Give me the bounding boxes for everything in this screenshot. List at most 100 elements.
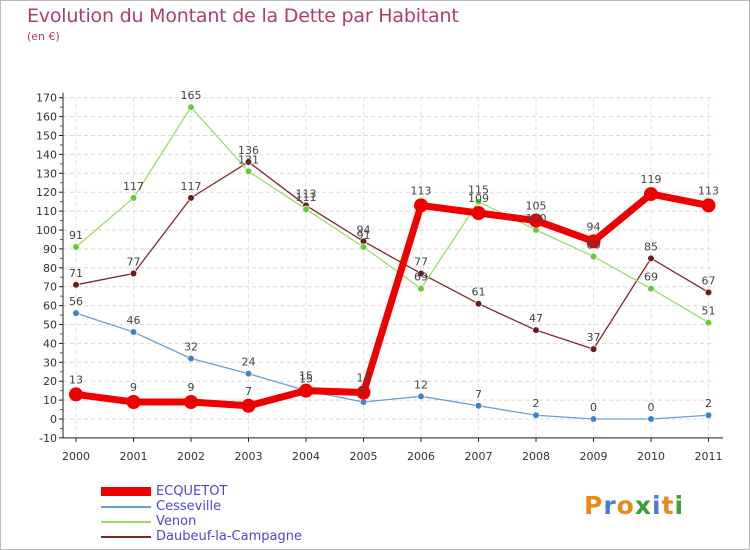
x-tick-label: 2008 [522, 450, 550, 463]
x-tick-label: 2001 [120, 450, 148, 463]
y-tick-label: 80 [43, 262, 57, 275]
legend-label: Cesseville [156, 499, 222, 514]
data-label: 37 [587, 331, 601, 344]
legend-item-venon: Venon [101, 514, 401, 530]
legend-swatch [101, 521, 151, 523]
logo-letter: t [661, 491, 675, 520]
data-label: 69 [644, 271, 658, 284]
y-tick-label: 90 [43, 243, 57, 256]
data-label: 9 [130, 381, 137, 394]
y-tick-label: 150 [36, 130, 57, 143]
data-point [302, 205, 310, 213]
data-label: 94 [357, 223, 371, 236]
data-point [589, 252, 598, 261]
chart-unit-label: (en €) [27, 30, 60, 43]
data-label: 15 [299, 370, 313, 383]
data-point [704, 288, 713, 296]
y-tick-label: 40 [43, 337, 57, 350]
logo-letter: i [674, 491, 685, 520]
data-label: 117 [123, 180, 144, 193]
data-label: 51 [702, 305, 716, 318]
data-point [69, 387, 83, 402]
y-tick-label: 160 [36, 111, 57, 124]
y-tick-label: 110 [36, 205, 57, 218]
data-point [244, 167, 253, 176]
data-label: 100 [526, 212, 547, 225]
data-label: 15 [299, 373, 313, 386]
data-point [241, 398, 256, 413]
data-label: 9 [360, 384, 367, 397]
data-label: 7 [245, 385, 252, 398]
y-tick-label: 120 [36, 186, 57, 199]
data-point [417, 269, 425, 278]
y-tick-label: 140 [36, 148, 57, 161]
data-point [359, 398, 368, 406]
legend-label: Daubeuf-la-Campagne [156, 529, 302, 544]
data-label: 119 [641, 173, 662, 186]
data-label: 12 [414, 378, 428, 391]
y-tick-label: 170 [36, 92, 57, 105]
data-label: 131 [238, 153, 259, 166]
data-point [417, 392, 425, 400]
data-point [644, 187, 658, 202]
x-tick-label: 2000 [62, 450, 90, 463]
x-tick-label: 2005 [350, 450, 378, 463]
data-point [126, 394, 141, 409]
data-label: 14 [357, 372, 371, 385]
data-point [474, 198, 483, 206]
data-point [417, 284, 425, 293]
x-tick-label: 2009 [580, 450, 608, 463]
logo-letter: i [652, 491, 662, 520]
data-point [129, 269, 138, 278]
data-point [589, 415, 598, 423]
data-point [532, 326, 540, 334]
series-points [69, 103, 716, 423]
data-point [704, 411, 713, 419]
data-label: 46 [127, 314, 141, 327]
data-label: 91 [69, 229, 83, 242]
data-label: 113 [296, 187, 317, 200]
legend: ECQUETOT Cesseville Venon Daubeuf-la-Cam… [101, 484, 401, 545]
logo-letter: r [603, 491, 617, 520]
series-line-venon [75, 106, 709, 324]
legend-label: Venon [156, 514, 197, 529]
data-label: 85 [644, 240, 658, 253]
data-point [532, 411, 540, 419]
legend-swatch [101, 536, 151, 538]
data-label: 69 [414, 271, 428, 284]
legend-swatch [101, 487, 151, 496]
data-point [72, 281, 80, 289]
data-label: 111 [296, 191, 317, 204]
data-point [471, 205, 486, 220]
chart-title: Evolution du Montant de la Dette par Hab… [27, 5, 459, 27]
data-point [474, 300, 483, 308]
data-label: 117 [181, 180, 202, 193]
y-tick-label: 10 [43, 394, 57, 407]
data-label: 94 [587, 220, 601, 233]
data-point [184, 394, 198, 409]
x-tick-label: 2006 [407, 450, 435, 463]
data-point [187, 103, 195, 111]
x-tick-label: 2007 [465, 450, 493, 463]
grid-lines [63, 97, 715, 439]
data-label: 113 [411, 184, 432, 197]
axes: -100102030405060708090100110120130140150… [36, 92, 723, 463]
data-label: 67 [702, 274, 716, 287]
y-tick-label: 70 [43, 281, 57, 294]
data-point [529, 213, 543, 228]
x-tick-label: 2003 [235, 450, 263, 463]
x-tick-label: 2011 [695, 450, 723, 463]
data-point [647, 284, 655, 293]
y-tick-label: 130 [36, 167, 57, 180]
y-tick-label: 60 [43, 300, 57, 313]
data-point [414, 198, 428, 213]
data-point [359, 243, 368, 251]
series-line-ecquetot [75, 190, 710, 410]
data-point [356, 385, 371, 400]
logo-letter: x [634, 491, 652, 520]
data-label: 9 [188, 381, 195, 394]
data-point [586, 234, 601, 249]
data-label: 77 [414, 255, 428, 268]
